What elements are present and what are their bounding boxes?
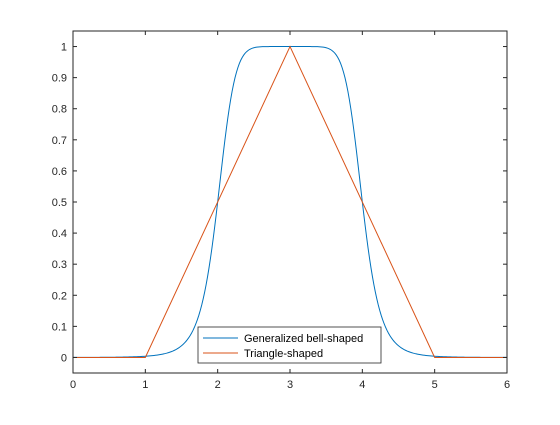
legend-label-bell: Generalized bell-shaped bbox=[244, 333, 363, 345]
x-tick-label: 6 bbox=[504, 379, 510, 391]
y-tick-label: 0.5 bbox=[52, 197, 67, 209]
y-tick-label: 0.7 bbox=[52, 135, 67, 147]
legend-box bbox=[197, 326, 382, 364]
legend-label-triangle: Triangle-shaped bbox=[244, 348, 323, 360]
tick-layer: 0 1 2 3 4 5 6 0 0.1 0.2 0.3 0.4 0.5 0.6 0.7 0.8 0.9 1 bbox=[52, 31, 510, 391]
y-tick-label: 0.3 bbox=[52, 259, 67, 271]
x-tick-label: 5 bbox=[432, 379, 438, 391]
y-tick-label: 0.6 bbox=[52, 166, 67, 178]
legend: Generalized bell-shaped Triangle-shaped bbox=[197, 326, 382, 364]
y-tick-label: 0.8 bbox=[52, 104, 67, 116]
y-tick-label: 0.9 bbox=[52, 73, 67, 85]
plot-area bbox=[73, 31, 507, 373]
x-tick-label: 0 bbox=[70, 379, 76, 391]
y-tick-label: 0.1 bbox=[52, 321, 67, 333]
y-tick-label: 0 bbox=[61, 352, 67, 364]
y-tick-label: 0.4 bbox=[52, 228, 67, 240]
series-line-triangle bbox=[73, 45, 507, 358]
series-layer bbox=[72, 45, 508, 358]
y-tick-label: 1 bbox=[61, 42, 67, 54]
x-tick-label: 3 bbox=[287, 379, 293, 391]
y-tick-label: 0.2 bbox=[52, 290, 67, 302]
x-tick-label: 1 bbox=[142, 379, 148, 391]
x-tick-label: 4 bbox=[359, 379, 365, 391]
x-tick-label: 2 bbox=[215, 379, 221, 391]
